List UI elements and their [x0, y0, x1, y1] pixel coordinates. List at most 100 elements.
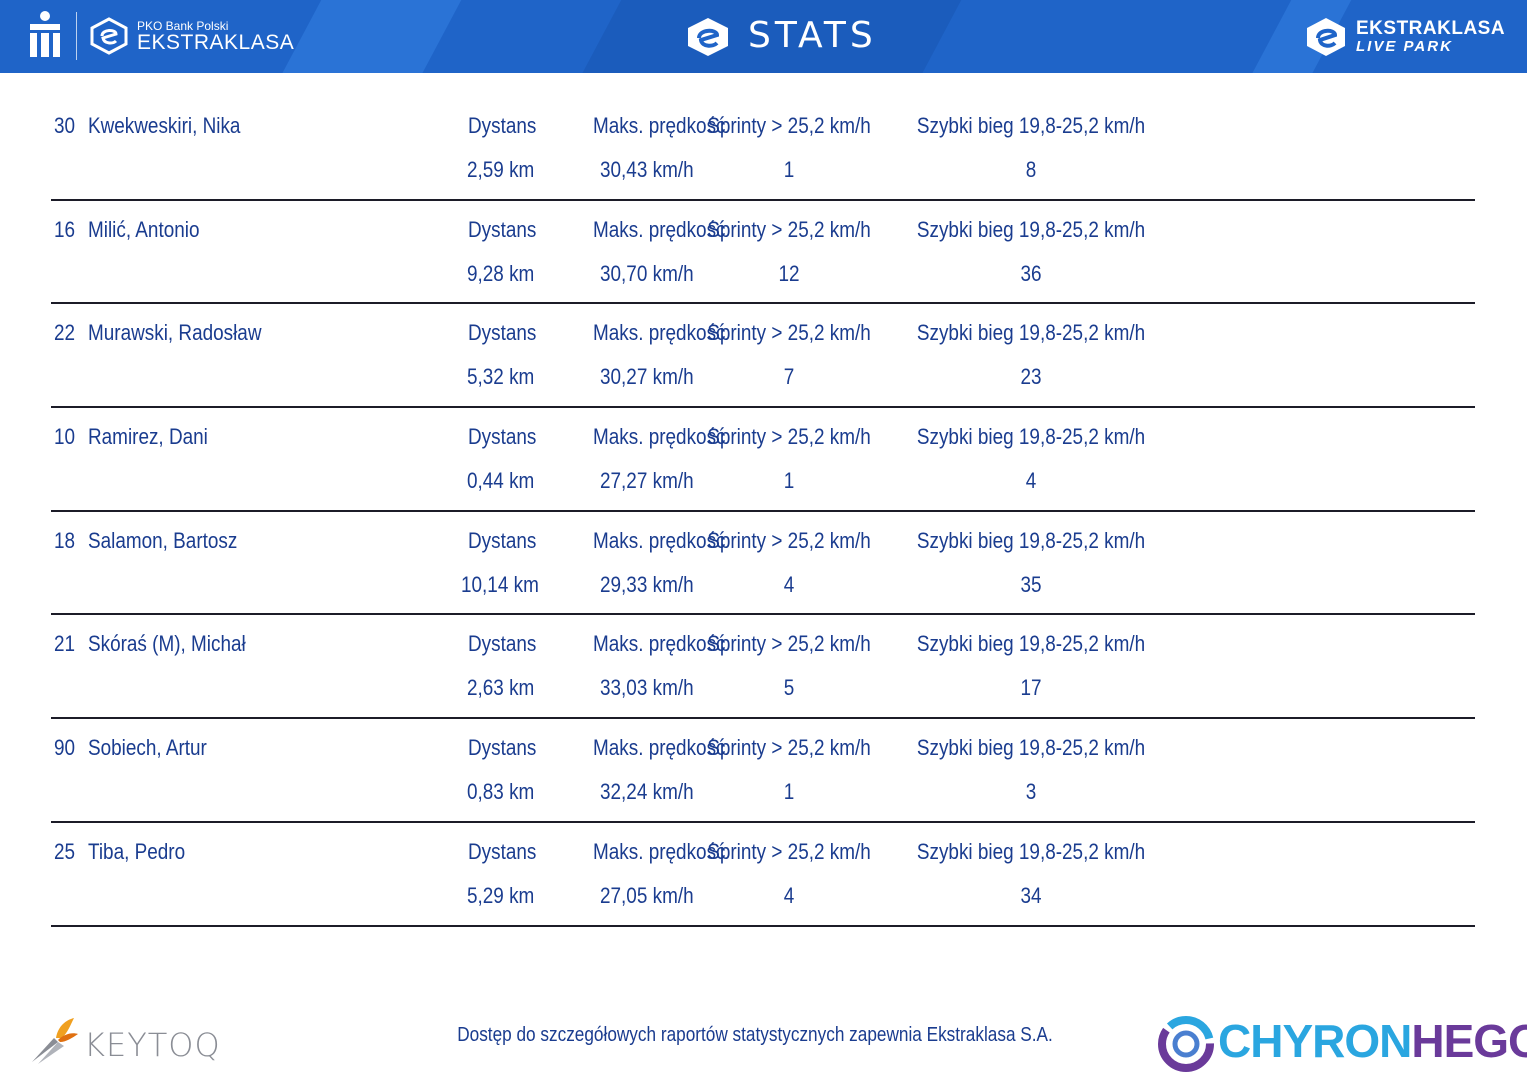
fast-run-value: 23 [1020, 364, 1042, 390]
livepark-subtitle: LIVE PARK [1356, 38, 1453, 55]
distance-value: 0,44 km [467, 468, 535, 494]
max-speed-value: 32,24 km/h [600, 779, 694, 805]
max-speed-label: Maks. prędkość [593, 527, 726, 553]
fast-run-label: Szybki bieg 19,8-25,2 km/h [916, 113, 1146, 138]
max-speed-value: 30,43 km/h [600, 157, 694, 182]
sprints-label: Sprinty > 25,2 km/h [707, 216, 871, 242]
pko-logo-icon [30, 11, 60, 57]
player-number: 22 [54, 320, 76, 346]
distance-value: 5,29 km [467, 882, 535, 908]
sprints-value: 4 [783, 571, 795, 597]
player-name: Milić, Antonio [88, 216, 200, 242]
distance-value: 9,28 km [467, 260, 535, 286]
player-row: 18 Salamon, Bartosz Dystans Maks. prędko… [51, 512, 1475, 616]
max-speed-label: Maks. prędkość [593, 320, 726, 346]
player-row: 10 Ramirez, Dani Dystans Maks. prędkość … [51, 408, 1475, 512]
distance-label: Dystans [468, 631, 537, 657]
sprints-label: Sprinty > 25,2 km/h [707, 527, 871, 553]
max-speed-label: Maks. prędkość [593, 631, 726, 657]
distance-value: 2,63 km [467, 675, 535, 701]
max-speed-label: Maks. prędkość [593, 735, 726, 761]
distance-label: Dystans [468, 216, 537, 242]
league-name: EKSTRAKLASA [137, 31, 295, 54]
player-name: Murawski, Radosław [88, 320, 262, 346]
hego-part: HEGO [1411, 1015, 1527, 1067]
fast-run-label: Szybki bieg 19,8-25,2 km/h [916, 320, 1146, 346]
bank-name: PKO Bank Polski [137, 19, 229, 33]
player-number: 10 [54, 424, 76, 450]
player-row: 90 Sobiech, Artur Dystans Maks. prędkość… [51, 719, 1475, 823]
player-name: Tiba, Pedro [88, 838, 186, 864]
fast-run-label: Szybki bieg 19,8-25,2 km/h [916, 838, 1146, 864]
sprints-value: 1 [783, 779, 795, 805]
fast-run-label: Szybki bieg 19,8-25,2 km/h [916, 735, 1146, 761]
distance-label: Dystans [468, 838, 537, 864]
sprints-value: 1 [783, 157, 795, 182]
max-speed-label: Maks. prędkość [593, 113, 726, 138]
player-name: Ramirez, Dani [88, 424, 208, 450]
fast-run-value: 4 [1025, 468, 1037, 494]
header-divider [76, 12, 77, 60]
keytoq-wordmark: KEYTOQ [84, 1026, 221, 1064]
fast-run-label: Szybki bieg 19,8-25,2 km/h [916, 631, 1146, 657]
player-number: 16 [54, 216, 76, 242]
max-speed-label: Maks. prędkość [593, 838, 726, 864]
fast-run-value: 35 [1020, 571, 1042, 597]
fast-run-label: Szybki bieg 19,8-25,2 km/h [916, 527, 1146, 553]
max-speed-value: 27,05 km/h [600, 882, 694, 908]
max-speed-label: Maks. prędkość [593, 216, 726, 242]
player-name: Sobiech, Artur [88, 735, 207, 761]
header-stripe [273, 0, 467, 73]
player-number: 25 [54, 838, 76, 864]
page-title: STATS [748, 15, 877, 56]
player-number: 21 [54, 631, 76, 657]
player-stats-list: 30 Kwekweskiri, Nika Dystans Maks. prędk… [51, 97, 1475, 927]
distance-value: 2,59 km [467, 157, 535, 182]
sprints-label: Sprinty > 25,2 km/h [707, 113, 871, 138]
player-row: 22 Murawski, Radosław Dystans Maks. pręd… [51, 304, 1475, 409]
player-number: 18 [54, 527, 76, 553]
distance-value: 10,14 km [461, 571, 539, 597]
fast-run-value: 36 [1020, 260, 1042, 286]
player-name: Skóraś (M), Michał [88, 631, 246, 657]
keytoq-logo-icon [32, 1018, 78, 1064]
distance-label: Dystans [468, 113, 537, 138]
chyron-part: CHYRON [1218, 1015, 1412, 1067]
max-speed-value: 29,33 km/h [600, 571, 694, 597]
sprints-value: 7 [783, 364, 795, 390]
player-row: 30 Kwekweskiri, Nika Dystans Maks. prędk… [51, 97, 1475, 201]
fast-run-label: Szybki bieg 19,8-25,2 km/h [916, 216, 1146, 242]
player-number: 30 [54, 113, 76, 138]
distance-value: 5,32 km [467, 364, 535, 390]
player-number: 90 [54, 735, 76, 761]
player-name: Salamon, Bartosz [88, 527, 238, 553]
distance-label: Dystans [468, 527, 537, 553]
fast-run-label: Szybki bieg 19,8-25,2 km/h [916, 424, 1146, 450]
fast-run-value: 8 [1025, 157, 1037, 182]
ekstraklasa-badge-icon [90, 17, 128, 55]
header-bar: PKO Bank Polski EKSTRAKLASA STATS EKSTRA… [0, 0, 1527, 73]
distance-value: 0,83 km [467, 779, 535, 805]
fast-run-value: 3 [1025, 779, 1037, 805]
max-speed-value: 30,27 km/h [600, 364, 694, 390]
distance-label: Dystans [468, 320, 537, 346]
livepark-logo-icon [1307, 18, 1345, 56]
sprints-value: 1 [783, 468, 795, 494]
max-speed-value: 33,03 km/h [600, 675, 694, 701]
player-row: 25 Tiba, Pedro Dystans Maks. prędkość Sp… [51, 823, 1475, 927]
sprints-value: 12 [778, 260, 800, 286]
max-speed-value: 27,27 km/h [600, 468, 694, 494]
max-speed-label: Maks. prędkość [593, 424, 726, 450]
sprints-label: Sprinty > 25,2 km/h [707, 424, 871, 450]
fast-run-value: 34 [1020, 882, 1042, 908]
stats-logo-icon [688, 18, 728, 56]
chyronhego-logo-icon [1158, 1016, 1214, 1072]
distance-label: Dystans [468, 735, 537, 761]
sprints-value: 4 [783, 882, 795, 908]
sprints-label: Sprinty > 25,2 km/h [707, 631, 871, 657]
footer-note: Dostęp do szczegółowych raportów statyst… [457, 1024, 1053, 1046]
player-row: 21 Skóraś (M), Michał Dystans Maks. pręd… [51, 615, 1475, 720]
max-speed-value: 30,70 km/h [600, 260, 694, 286]
player-name: Kwekweskiri, Nika [88, 113, 241, 138]
livepark-title: EKSTRAKLASA [1356, 18, 1506, 39]
